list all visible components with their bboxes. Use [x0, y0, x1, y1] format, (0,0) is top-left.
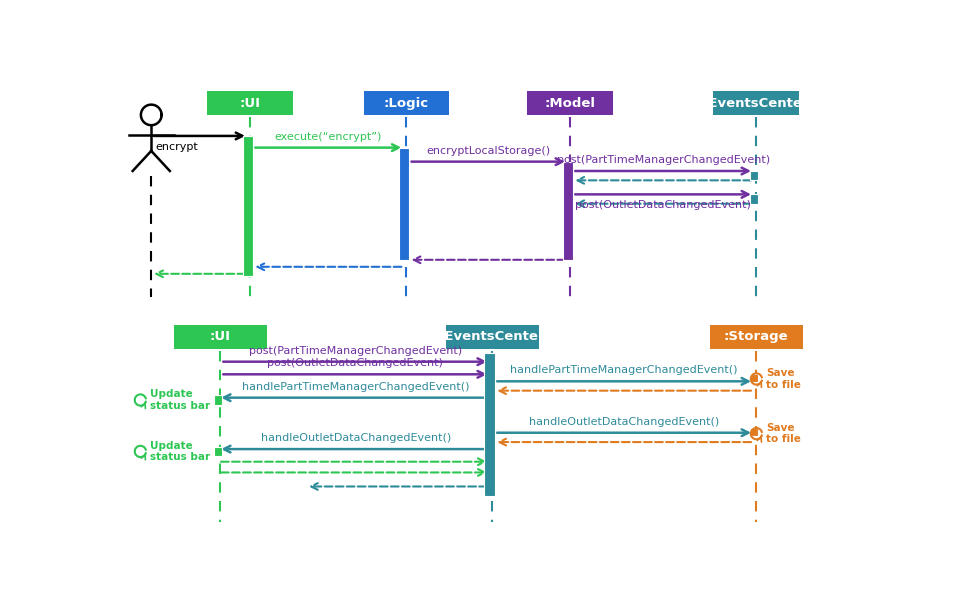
Text: :Storage: :Storage — [724, 330, 788, 344]
FancyBboxPatch shape — [174, 325, 267, 349]
FancyBboxPatch shape — [484, 353, 495, 496]
Text: handleOutletDataChangedEvent(): handleOutletDataChangedEvent() — [261, 433, 451, 443]
Text: handlePartTimeManagerChangedEvent(): handlePartTimeManagerChangedEvent() — [511, 365, 738, 375]
Text: Save
to file: Save to file — [766, 423, 801, 444]
Text: Save
to file: Save to file — [766, 368, 801, 390]
FancyBboxPatch shape — [207, 91, 293, 115]
FancyBboxPatch shape — [713, 91, 799, 115]
Text: :Model: :Model — [544, 97, 595, 110]
Text: :EventsCenter: :EventsCenter — [440, 330, 544, 344]
FancyBboxPatch shape — [564, 161, 573, 260]
FancyBboxPatch shape — [527, 91, 612, 115]
Text: handleOutletDataChangedEvent(): handleOutletDataChangedEvent() — [529, 416, 719, 427]
FancyBboxPatch shape — [243, 136, 252, 276]
Text: :Logic: :Logic — [384, 97, 429, 110]
Text: execute(“encrypt”): execute(“encrypt”) — [275, 132, 382, 141]
Text: Update
status bar: Update status bar — [150, 441, 210, 462]
FancyBboxPatch shape — [750, 171, 758, 180]
FancyBboxPatch shape — [750, 194, 758, 204]
Text: :UI: :UI — [210, 330, 231, 344]
FancyBboxPatch shape — [709, 325, 803, 349]
Text: post(OutletDataChangedEvent): post(OutletDataChangedEvent) — [575, 200, 751, 211]
Text: :UI: :UI — [240, 97, 261, 110]
Text: handlePartTimeManagerChangedEvent(): handlePartTimeManagerChangedEvent() — [243, 382, 470, 392]
Text: post(OutletDataChangedEvent): post(OutletDataChangedEvent) — [267, 358, 444, 368]
Text: post(PartTimeManagerChangedEvent): post(PartTimeManagerChangedEvent) — [249, 345, 462, 356]
FancyBboxPatch shape — [214, 395, 223, 405]
FancyBboxPatch shape — [399, 148, 409, 260]
Text: encryptLocalStorage(): encryptLocalStorage() — [426, 146, 550, 155]
Text: post(PartTimeManagerChangedEvent): post(PartTimeManagerChangedEvent) — [557, 155, 770, 165]
Text: :EventsCenter: :EventsCenter — [704, 97, 809, 110]
FancyBboxPatch shape — [445, 325, 539, 349]
FancyBboxPatch shape — [364, 91, 449, 115]
FancyBboxPatch shape — [750, 428, 758, 436]
FancyBboxPatch shape — [750, 375, 758, 382]
Text: Update
status bar: Update status bar — [150, 389, 210, 411]
Text: encrypt: encrypt — [155, 143, 198, 152]
FancyBboxPatch shape — [214, 447, 223, 456]
